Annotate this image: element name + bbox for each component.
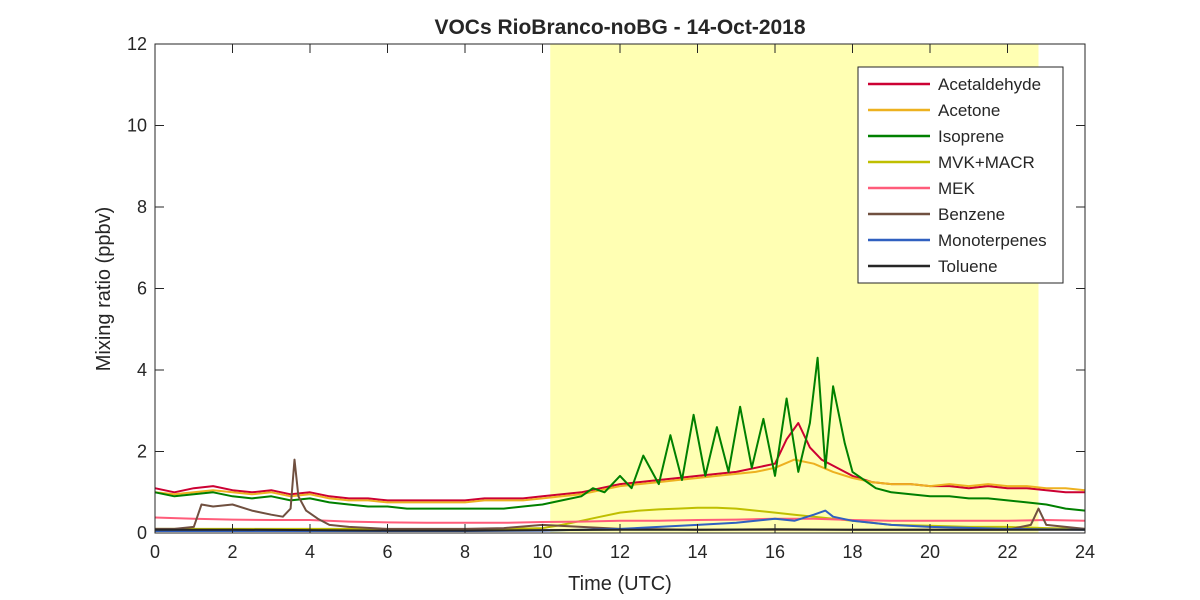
legend-label-benzene: Benzene <box>938 205 1005 224</box>
legend-label-monoterpenes: Monoterpenes <box>938 231 1047 250</box>
chart-title: VOCs RioBranco-noBG - 14-Oct-2018 <box>434 16 805 39</box>
x-axis-label: Time (UTC) <box>568 573 672 595</box>
x-tick-label: 24 <box>1075 542 1095 562</box>
x-tick-label: 22 <box>997 542 1017 562</box>
x-tick-label: 12 <box>610 542 630 562</box>
y-tick-label: 12 <box>127 34 147 54</box>
x-tick-label: 4 <box>305 542 315 562</box>
x-tick-label: 10 <box>532 542 552 562</box>
legend-label-isoprene: Isoprene <box>938 127 1004 146</box>
legend: Acetaldehyde Acetone Isoprene MVK+MACR MEK Be… <box>857 66 1064 284</box>
x-tick-label: 6 <box>382 542 392 562</box>
x-tick-label: 14 <box>687 542 707 562</box>
x-tick-label: 8 <box>460 542 470 562</box>
legend-label-toluene: Toluene <box>938 257 998 276</box>
y-tick-label: 10 <box>127 116 147 136</box>
y-tick-label: 8 <box>137 197 147 217</box>
series-line-mek <box>154 516 1086 524</box>
y-tick-label: 2 <box>137 442 147 462</box>
x-tick-label: 16 <box>765 542 785 562</box>
legend-label-mek: MEK <box>938 179 976 198</box>
series-line-isoprene <box>154 356 1086 512</box>
series-line-acetone <box>154 458 1086 504</box>
x-tick-label: 20 <box>920 542 940 562</box>
y-axis-label: Mixing ratio (ppbv) <box>93 207 115 372</box>
legend-label-mvk-macr: MVK+MACR <box>938 153 1035 172</box>
x-tick-label: 18 <box>842 542 862 562</box>
legend-label-acetone: Acetone <box>938 101 1000 120</box>
y-tick-label: 4 <box>137 360 147 380</box>
legend-box <box>857 66 1064 284</box>
y-tick-label: 6 <box>137 279 147 299</box>
legend-label-acetaldehyde: Acetaldehyde <box>938 75 1041 94</box>
x-tick-label: 0 <box>150 542 160 562</box>
y-tick-label: 0 <box>137 523 147 543</box>
x-tick-label: 2 <box>227 542 237 562</box>
